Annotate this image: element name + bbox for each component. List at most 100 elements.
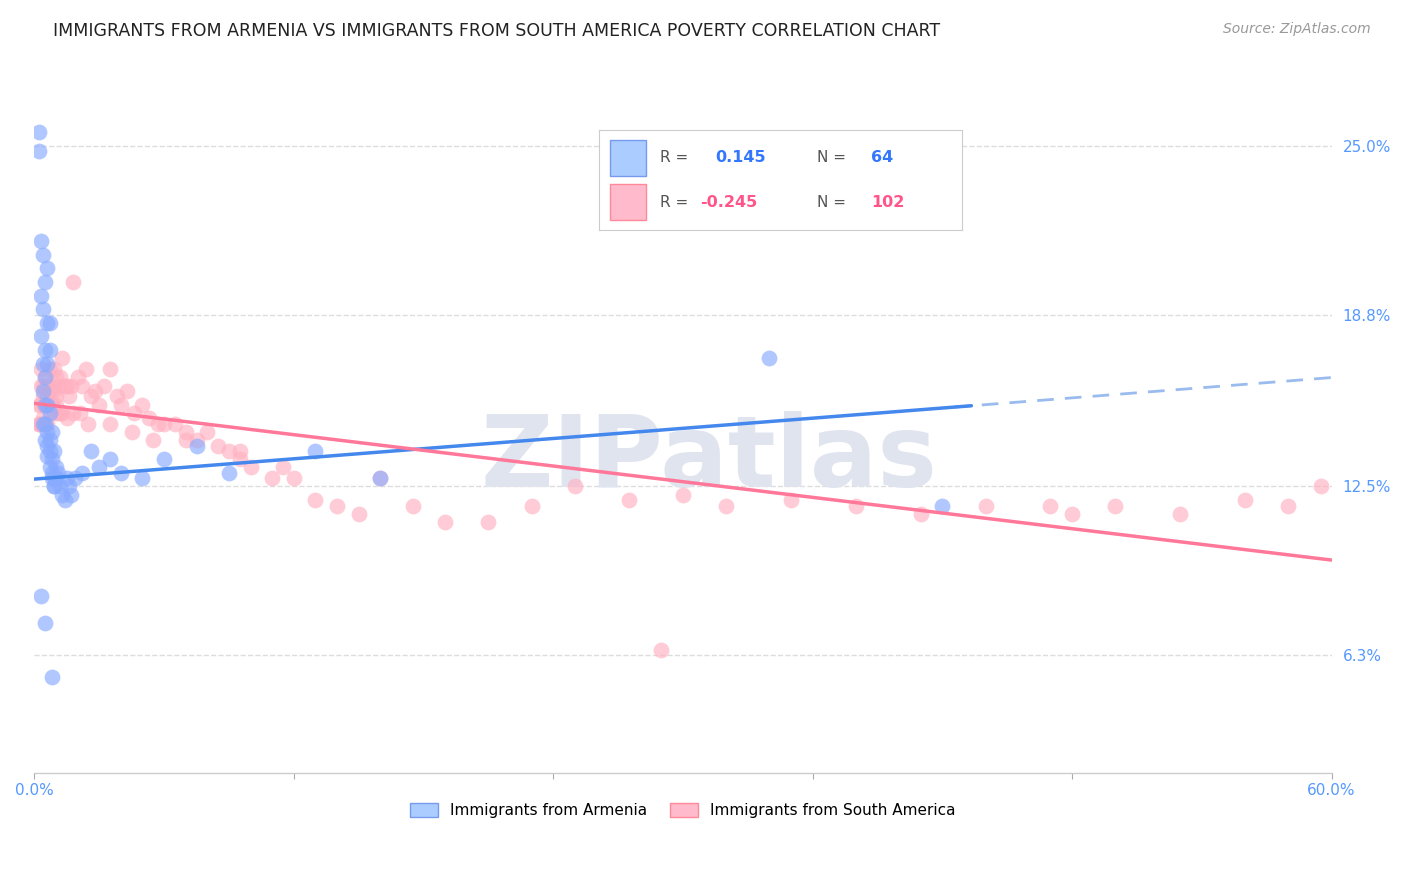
Point xyxy=(283,471,305,485)
Point xyxy=(41,425,63,439)
Point xyxy=(42,471,65,485)
Point xyxy=(45,398,67,412)
Point xyxy=(32,417,55,431)
Point xyxy=(520,499,543,513)
Point xyxy=(56,471,79,485)
Point xyxy=(46,406,69,420)
Point xyxy=(117,384,139,398)
Point xyxy=(1234,493,1257,508)
Point xyxy=(131,398,153,412)
Point xyxy=(34,275,56,289)
Point xyxy=(49,370,72,384)
Point xyxy=(79,389,101,403)
Point xyxy=(34,398,56,412)
Point xyxy=(65,471,87,485)
Point xyxy=(42,406,65,420)
Point xyxy=(41,378,63,392)
Point xyxy=(41,452,63,467)
Point xyxy=(121,425,143,439)
Point xyxy=(66,370,89,384)
Point xyxy=(75,362,97,376)
Point xyxy=(229,444,252,458)
Point xyxy=(28,398,51,412)
Point xyxy=(1062,507,1084,521)
Point xyxy=(62,275,84,289)
Point xyxy=(42,479,65,493)
Point xyxy=(174,425,197,439)
Point xyxy=(51,351,73,366)
Point xyxy=(41,466,63,480)
Point xyxy=(239,460,262,475)
Point xyxy=(98,417,121,431)
Point xyxy=(37,398,59,412)
Point xyxy=(110,466,132,480)
Point xyxy=(34,370,56,384)
Point xyxy=(49,479,72,493)
Point xyxy=(564,479,586,493)
Point xyxy=(714,499,737,513)
Point xyxy=(45,471,67,485)
Point xyxy=(37,357,59,371)
Point xyxy=(304,444,326,458)
Point xyxy=(218,444,240,458)
Point xyxy=(30,417,52,431)
Point xyxy=(28,417,51,431)
Point xyxy=(70,466,93,480)
Point xyxy=(38,406,60,420)
Point xyxy=(910,507,932,521)
Point xyxy=(38,460,60,475)
Point xyxy=(650,643,672,657)
Text: ZIPatlas: ZIPatlas xyxy=(481,411,938,508)
Point xyxy=(56,378,79,392)
Point xyxy=(34,417,56,431)
Point xyxy=(1168,507,1191,521)
Point xyxy=(28,144,51,158)
Point xyxy=(32,389,55,403)
Point xyxy=(402,499,425,513)
Text: IMMIGRANTS FROM ARMENIA VS IMMIGRANTS FROM SOUTH AMERICA POVERTY CORRELATION CHA: IMMIGRANTS FROM ARMENIA VS IMMIGRANTS FR… xyxy=(53,22,941,40)
Point xyxy=(53,378,76,392)
Point xyxy=(51,406,73,420)
Point xyxy=(34,417,56,431)
Point xyxy=(38,384,60,398)
Point xyxy=(153,417,176,431)
Point xyxy=(38,362,60,376)
Point xyxy=(42,444,65,458)
Point xyxy=(37,316,59,330)
Point xyxy=(845,499,868,513)
Point xyxy=(49,406,72,420)
Point xyxy=(131,471,153,485)
Point xyxy=(347,507,370,521)
Point xyxy=(41,471,63,485)
Point xyxy=(780,493,803,508)
Point xyxy=(304,493,326,508)
Point xyxy=(37,438,59,452)
Point xyxy=(218,466,240,480)
Legend: Immigrants from Armenia, Immigrants from South America: Immigrants from Armenia, Immigrants from… xyxy=(405,797,962,824)
Point xyxy=(142,433,165,447)
Point xyxy=(1104,499,1126,513)
Point xyxy=(41,398,63,412)
Point xyxy=(974,499,997,513)
Point xyxy=(98,362,121,376)
Point xyxy=(38,384,60,398)
Point xyxy=(51,488,73,502)
Point xyxy=(79,444,101,458)
Point xyxy=(98,452,121,467)
Point xyxy=(32,417,55,431)
Point xyxy=(28,125,51,139)
Point xyxy=(41,398,63,412)
Point xyxy=(38,316,60,330)
Point xyxy=(30,378,52,392)
Point xyxy=(37,378,59,392)
Point xyxy=(34,343,56,357)
Point xyxy=(32,357,55,371)
Point xyxy=(30,589,52,603)
Point xyxy=(262,471,284,485)
Point xyxy=(32,302,55,317)
Point xyxy=(138,411,160,425)
Point xyxy=(1309,479,1331,493)
Point xyxy=(37,389,59,403)
Point xyxy=(53,493,76,508)
Point xyxy=(34,370,56,384)
